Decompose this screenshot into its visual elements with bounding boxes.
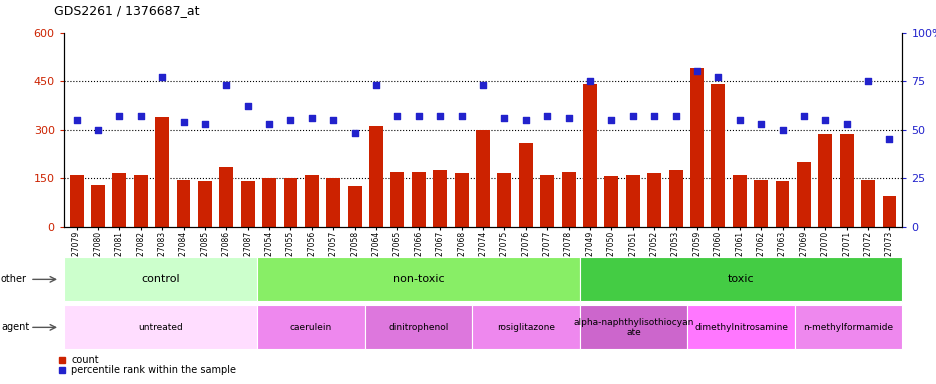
Point	[496, 115, 511, 121]
Bar	[91, 185, 105, 227]
Point	[133, 113, 148, 119]
Bar	[775, 181, 789, 227]
Point	[753, 121, 768, 127]
Bar	[262, 178, 276, 227]
Point	[111, 113, 126, 119]
Point	[261, 121, 276, 127]
Bar	[112, 173, 126, 227]
Point	[389, 113, 404, 119]
Bar	[432, 170, 446, 227]
Text: agent: agent	[1, 322, 29, 333]
Point	[796, 113, 811, 119]
Point	[518, 117, 533, 123]
Bar	[710, 84, 724, 227]
Bar	[412, 172, 425, 227]
Bar	[497, 173, 511, 227]
Bar	[284, 178, 297, 227]
Point	[881, 136, 896, 142]
Text: GDS2261 / 1376687_at: GDS2261 / 1376687_at	[54, 4, 199, 17]
Point	[475, 82, 490, 88]
Text: toxic: toxic	[727, 274, 753, 285]
Bar	[817, 134, 831, 227]
Text: dimethylnitrosamine: dimethylnitrosamine	[694, 323, 787, 332]
Point	[603, 117, 618, 123]
Point	[154, 74, 169, 80]
Point	[219, 82, 234, 88]
Bar	[197, 181, 212, 227]
Point	[561, 115, 576, 121]
Point	[176, 119, 191, 125]
Text: untreated: untreated	[138, 323, 183, 332]
Bar	[369, 126, 383, 227]
Bar	[882, 196, 896, 227]
Bar	[797, 162, 810, 227]
Point	[859, 78, 874, 84]
Point	[432, 113, 447, 119]
Point	[817, 117, 832, 123]
Bar	[454, 173, 468, 227]
Bar	[689, 68, 703, 227]
Text: rosiglitazone: rosiglitazone	[496, 323, 554, 332]
Point	[710, 74, 725, 80]
Point	[326, 117, 341, 123]
Point	[839, 121, 854, 127]
Bar	[519, 142, 533, 227]
Point	[91, 127, 106, 133]
Point	[347, 131, 362, 137]
Point	[774, 127, 789, 133]
Point	[539, 113, 554, 119]
Point	[240, 103, 255, 109]
Point	[283, 117, 298, 123]
Text: count: count	[71, 355, 98, 365]
Bar	[155, 117, 168, 227]
Bar	[582, 84, 596, 227]
Text: alpha-naphthylisothiocyan
ate: alpha-naphthylisothiocyan ate	[573, 318, 693, 337]
Point	[368, 82, 383, 88]
Bar	[625, 175, 639, 227]
Text: non-toxic: non-toxic	[392, 274, 444, 285]
Bar	[69, 175, 83, 227]
Bar	[475, 130, 490, 227]
Bar	[390, 172, 404, 227]
Bar	[219, 167, 233, 227]
Point	[667, 113, 682, 119]
Bar	[732, 175, 746, 227]
Text: dinitrophenol: dinitrophenol	[388, 323, 448, 332]
Point	[69, 117, 84, 123]
Text: n-methylformamide: n-methylformamide	[803, 323, 893, 332]
Bar	[604, 177, 618, 227]
Bar	[176, 180, 190, 227]
Point	[411, 113, 426, 119]
Text: other: other	[1, 274, 27, 285]
Bar	[839, 134, 853, 227]
Bar	[347, 186, 361, 227]
Bar	[860, 180, 874, 227]
Text: percentile rank within the sample: percentile rank within the sample	[71, 365, 236, 375]
Point	[624, 113, 639, 119]
Text: control: control	[141, 274, 180, 285]
Bar	[540, 175, 553, 227]
Point	[582, 78, 597, 84]
Bar	[304, 175, 318, 227]
Point	[646, 113, 661, 119]
Point	[197, 121, 212, 127]
Bar	[326, 178, 340, 227]
Bar	[241, 181, 255, 227]
Point	[304, 115, 319, 121]
Bar	[753, 180, 768, 227]
Point	[454, 113, 469, 119]
Bar	[134, 175, 148, 227]
Bar	[668, 170, 681, 227]
Bar	[561, 172, 575, 227]
Point	[689, 68, 704, 74]
Bar	[647, 173, 661, 227]
Text: caerulein: caerulein	[289, 323, 331, 332]
Point	[731, 117, 746, 123]
